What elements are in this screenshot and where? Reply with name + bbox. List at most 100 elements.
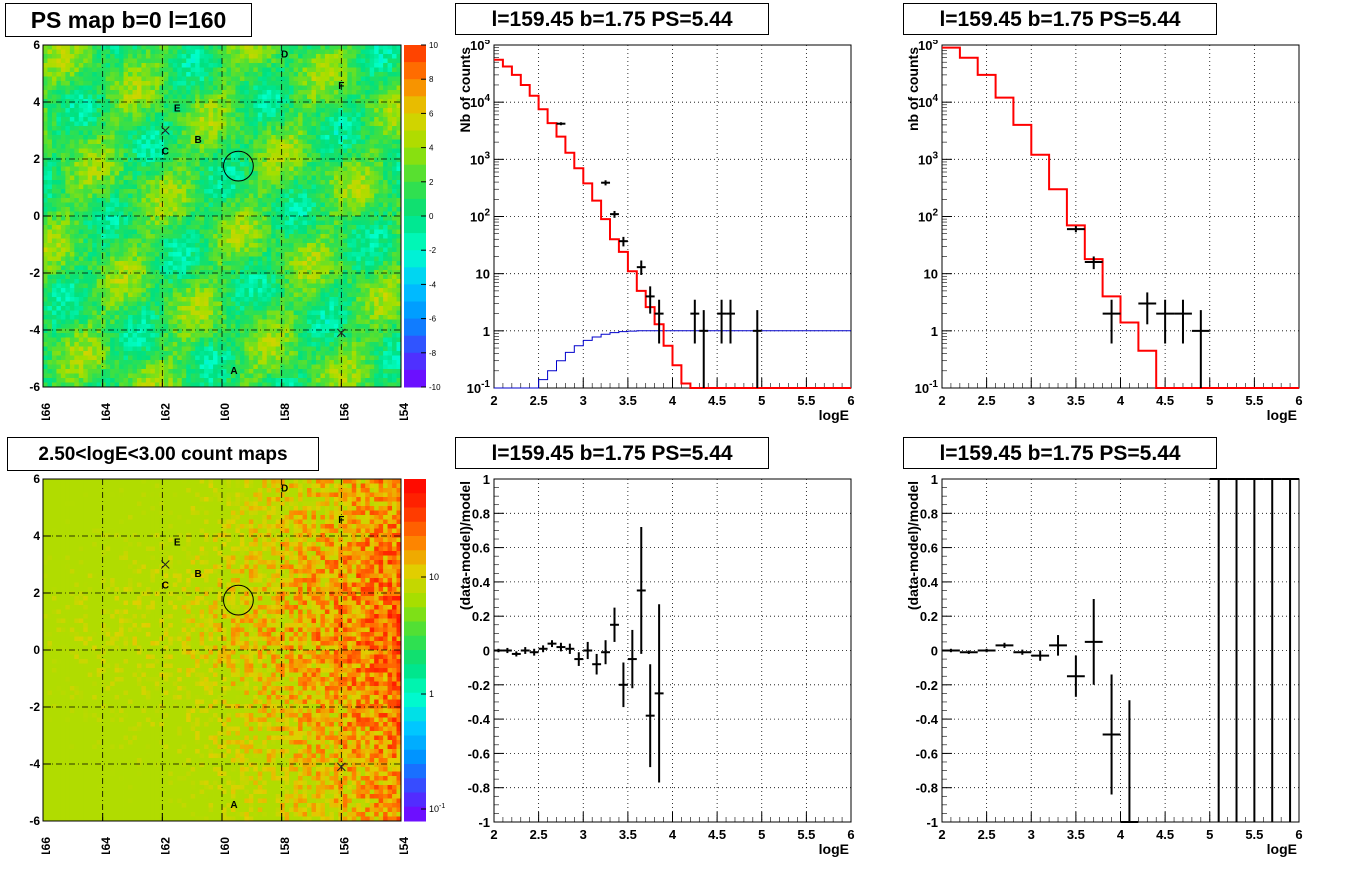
data-point	[1102, 299, 1121, 344]
y-tick-label: -0.4	[916, 712, 939, 727]
y-tick-label: 1	[931, 474, 938, 487]
map-bottom-title: 2.50<logE<3.00 count maps	[7, 437, 319, 471]
x-axis-label: logE	[1267, 407, 1297, 423]
x-tick-label: 3.5	[619, 393, 637, 408]
color-scale	[404, 479, 426, 822]
residual-left-panel: 2 2.5 3 3.5 4 4.5 5 5.5 6 1 0.8 0.6 0.4 0.2 0 -0.2 -0.4 -…	[457, 474, 855, 857]
grid-lines	[43, 479, 401, 821]
residual-right-panel: 2 2.5 3 3.5 4 4.5 5 5.5 6 1 0.8 0.6 0.4 0.2 0 -0.2 -0.4 -…	[905, 474, 1303, 857]
source-label-b: B	[195, 135, 202, 146]
x-axis-label: logE	[819, 841, 849, 857]
data-points	[556, 122, 762, 388]
y-tick-label: 0.2	[472, 609, 490, 624]
data-point	[494, 648, 503, 653]
data-point	[645, 664, 655, 768]
source-label-f: F	[338, 515, 344, 526]
y-tick-label: 103	[470, 150, 490, 167]
y-axis-label: nb of counts	[905, 47, 921, 131]
data-point	[654, 604, 664, 783]
data-point	[636, 527, 646, 654]
y-tick-label: 102	[470, 208, 490, 225]
scale-tick-label: 10	[429, 41, 438, 50]
data-point	[1049, 635, 1067, 656]
x-tick-label: 6	[1295, 393, 1302, 408]
heatmap-cells	[43, 45, 402, 388]
data-point	[1138, 292, 1157, 325]
y-tick-label: 0.8	[472, 506, 490, 521]
x-tick-label: 2.5	[978, 393, 996, 408]
source-label-c: C	[162, 146, 169, 157]
res-right-title: l=159.45 b=1.75 PS=5.44	[903, 437, 1217, 469]
data-point	[717, 299, 727, 344]
y-tick-label: 103	[918, 150, 938, 167]
x-tick-label: 4	[1117, 393, 1125, 408]
x-tick-label: 5	[758, 393, 765, 408]
y-axis-label: (data-model)/model	[905, 481, 921, 610]
y-tick-label: 4	[33, 95, 40, 109]
res-left-title: l=159.45 b=1.75 PS=5.44	[455, 437, 769, 469]
x-tick-label: 5	[1206, 827, 1213, 842]
data-point	[574, 652, 584, 666]
map-bottom-panel: 166 164 162 160 158 156 154 6 4 2 0 -2 -4 -6 A B C D E F 10 1…	[29, 474, 445, 854]
data-point	[502, 647, 512, 654]
y-tick-label: 0	[483, 644, 490, 659]
source-label-e: E	[174, 104, 181, 115]
y-tick-label: 1	[931, 324, 938, 339]
data-point	[699, 310, 709, 388]
y-tick-label: 0	[931, 644, 938, 659]
x-tick-label: 164	[99, 837, 113, 854]
grid-lines	[43, 45, 401, 387]
data-point	[520, 647, 530, 654]
data-point	[1084, 599, 1103, 685]
y-tick-label: -0.2	[468, 678, 490, 693]
y-tick-label: -1	[478, 815, 490, 830]
data-point	[556, 122, 566, 126]
data-point	[1084, 256, 1103, 270]
y-tick-label: 0.6	[920, 541, 938, 556]
scale-tick-label: 1	[429, 689, 434, 699]
x-tick-label: 154	[397, 837, 411, 854]
x-tick-label: 4	[669, 827, 677, 842]
y-tick-label: 2	[33, 152, 40, 166]
data-point	[726, 299, 735, 344]
data-point	[601, 180, 611, 186]
y-tick-label: 10-1	[915, 379, 939, 396]
x-tick-label: 3	[1028, 827, 1035, 842]
spectrum-right-panel: 2 2.5 3 3.5 4 4.5 5 5.5 610510410310210110-1logE…	[905, 40, 1303, 423]
data-point	[1245, 478, 1264, 822]
x-tick-label: 5.5	[797, 393, 815, 408]
y-tick-label: 0.2	[920, 609, 938, 624]
data-point	[1156, 299, 1175, 344]
x-tick-label: 2.5	[530, 393, 548, 408]
data-point	[1102, 674, 1121, 795]
x-tick-label: 5.5	[797, 827, 815, 842]
y-tick-label: 0	[33, 209, 40, 223]
y-tick-label: 105	[918, 40, 938, 53]
x-tick-label: 4.5	[1156, 827, 1174, 842]
y-tick-label: 0.4	[472, 575, 491, 590]
data-point	[511, 651, 521, 657]
scale-tick-label: 6	[429, 109, 434, 118]
data-point	[654, 299, 664, 344]
x-tick-label: 6	[847, 393, 854, 408]
x-tick-label: 5	[1206, 393, 1213, 408]
data-point	[1013, 649, 1032, 655]
data-point	[1209, 478, 1228, 822]
x-tick-label: 3	[1028, 393, 1035, 408]
data-point	[1191, 310, 1210, 388]
source-label-e: E	[174, 538, 181, 549]
x-tick-label: 3.5	[1067, 827, 1085, 842]
x-tick-label: 4	[1117, 827, 1125, 842]
plot-frame	[493, 478, 852, 823]
data-points	[1066, 226, 1210, 388]
source-label-d: D	[281, 484, 288, 495]
source-label-a: A	[230, 366, 237, 377]
plot-frame	[493, 44, 852, 389]
data-point	[556, 642, 566, 652]
data-point	[995, 642, 1014, 648]
y-tick-label: -1	[926, 815, 938, 830]
y-tick-label: -6	[29, 814, 40, 828]
x-tick-label: 3.5	[619, 827, 637, 842]
y-tick-label: -2	[29, 700, 40, 714]
data-point	[1066, 226, 1085, 233]
